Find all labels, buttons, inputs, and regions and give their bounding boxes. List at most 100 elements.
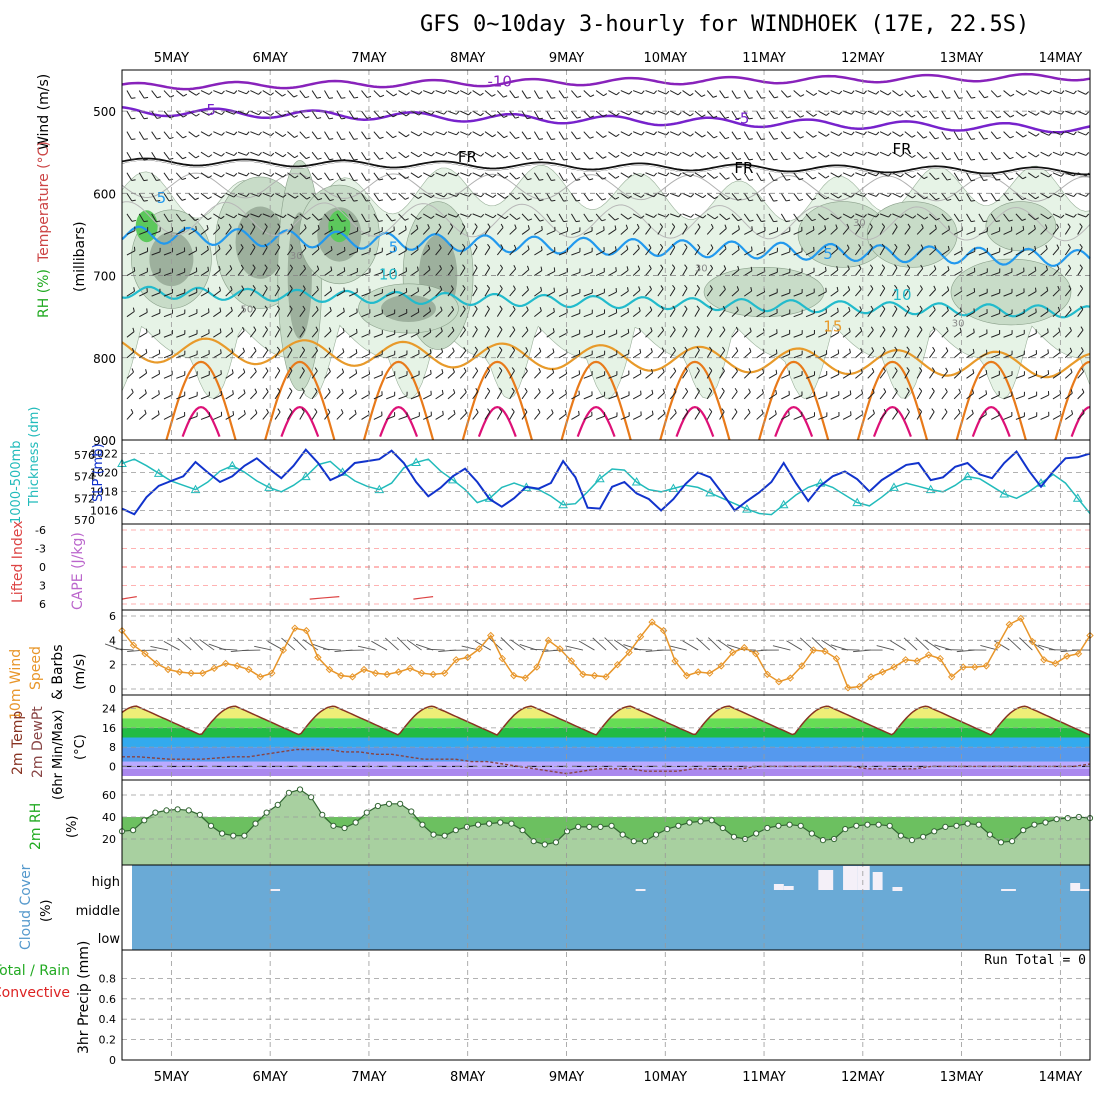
wind-barb bbox=[805, 374, 815, 379]
wind-barb bbox=[645, 247, 652, 256]
rh2m-marker bbox=[352, 819, 359, 826]
wind-barb-flag bbox=[696, 346, 700, 351]
wind-barb bbox=[250, 329, 257, 338]
wind-barb-flag bbox=[1009, 135, 1014, 139]
rh2m-marker bbox=[519, 827, 526, 834]
wind-barb bbox=[916, 349, 923, 359]
wind-barb bbox=[694, 329, 700, 338]
wind-barb bbox=[250, 392, 257, 400]
wind-barb bbox=[163, 151, 170, 160]
cloud-gap bbox=[843, 866, 858, 890]
wind-barb bbox=[608, 192, 616, 200]
wind-barb-flag bbox=[614, 217, 619, 221]
wind-barb bbox=[1052, 227, 1059, 235]
wind-barb-flag bbox=[678, 193, 682, 197]
wind-barb bbox=[867, 213, 877, 218]
wind-barb-flag bbox=[498, 387, 503, 392]
wind-barb bbox=[805, 213, 813, 221]
wind-barb bbox=[410, 270, 419, 276]
wind-barb bbox=[1015, 131, 1024, 138]
wind-barb bbox=[941, 172, 948, 181]
wind-barb-flag bbox=[526, 117, 531, 120]
wind-barb bbox=[200, 353, 210, 359]
wind-barb bbox=[892, 308, 898, 317]
wind-barb bbox=[694, 390, 700, 400]
wind-barb bbox=[632, 268, 641, 276]
wind-barb bbox=[867, 288, 874, 297]
wind-barb-flag bbox=[881, 284, 886, 289]
wind-barb-flag bbox=[863, 193, 867, 197]
wind-barb-flag bbox=[919, 305, 923, 310]
wind-barb-flag bbox=[1010, 114, 1015, 118]
wind-barb-flag bbox=[1085, 213, 1090, 218]
wind10m-marker bbox=[821, 647, 829, 655]
wind-barb bbox=[386, 415, 395, 420]
wind-barb bbox=[410, 172, 419, 179]
wind-barb-flag bbox=[208, 112, 213, 116]
wind-barb-flag bbox=[871, 367, 875, 372]
wind-barb bbox=[929, 213, 937, 221]
wind-barb-flag bbox=[315, 346, 319, 351]
wind-barb-flag bbox=[242, 326, 245, 331]
wind-barb-flag bbox=[317, 157, 322, 160]
cloud-gap bbox=[818, 870, 834, 890]
wind-barb bbox=[793, 172, 800, 181]
wind-barb bbox=[509, 329, 516, 338]
wind-barb bbox=[521, 172, 529, 181]
wind-barb-flag bbox=[512, 305, 516, 310]
wind-barb-flag bbox=[971, 138, 976, 140]
wind-barb-flag bbox=[289, 285, 293, 289]
wind-barb bbox=[1077, 350, 1084, 359]
wind-barb bbox=[953, 270, 963, 276]
wind-barb bbox=[978, 213, 984, 222]
wind-barb-flag bbox=[563, 200, 568, 202]
wind-barb bbox=[175, 110, 184, 118]
wind-barb bbox=[546, 151, 552, 161]
wind-barb bbox=[176, 333, 185, 338]
wind-barb-flag bbox=[710, 223, 714, 228]
wind-barb bbox=[719, 228, 727, 235]
rh2m-marker bbox=[296, 786, 304, 793]
wind-barb-flag bbox=[378, 199, 383, 202]
wind-barb bbox=[496, 247, 504, 256]
wind-barb-flag bbox=[301, 387, 305, 392]
wind-barb bbox=[373, 354, 383, 359]
wind-barb-flag bbox=[672, 305, 676, 310]
wind-barb bbox=[1065, 172, 1074, 177]
rh2m-marker bbox=[207, 822, 215, 829]
chart-title: GFS 0~10day 3-hourly for WINDHOEK (17E, … bbox=[420, 12, 1030, 37]
wind-barb-flag bbox=[156, 137, 161, 140]
wind10m-marker bbox=[855, 682, 864, 691]
wind-barb bbox=[1003, 292, 1013, 297]
wind-barb-flag bbox=[143, 138, 148, 140]
wind-barb bbox=[1052, 151, 1062, 157]
contour-label: 15 bbox=[823, 317, 842, 335]
wind-barb bbox=[719, 131, 726, 139]
rh2m-marker bbox=[174, 806, 181, 813]
wind-barb bbox=[336, 351, 345, 359]
wind-barb-flag bbox=[836, 266, 839, 271]
wind-barb bbox=[743, 351, 752, 359]
wind10m-marker bbox=[994, 641, 1002, 649]
wind-barb-flag bbox=[526, 265, 530, 270]
wind-barb-flag bbox=[317, 117, 322, 120]
wind-barb-flag bbox=[661, 347, 665, 352]
wind-barb bbox=[682, 151, 691, 157]
wind-barb bbox=[929, 411, 935, 420]
wind-barb bbox=[608, 270, 617, 276]
y-axis-title: 2m RH bbox=[28, 803, 44, 850]
wind-barb-flag bbox=[577, 95, 582, 98]
wind-barb-flag bbox=[289, 326, 293, 330]
wind-barb-flag bbox=[960, 307, 963, 312]
wind-barb bbox=[990, 213, 997, 222]
wind-barb bbox=[484, 226, 491, 235]
wind-barb-flag bbox=[825, 154, 830, 158]
wind-barb bbox=[126, 193, 133, 202]
wind-barb bbox=[521, 391, 528, 400]
wind-barb bbox=[645, 110, 655, 115]
wind-barb bbox=[262, 329, 268, 338]
wind10m-barb bbox=[924, 639, 941, 651]
wind-barb-flag bbox=[1061, 110, 1065, 115]
wind-barb bbox=[250, 151, 259, 156]
wind-barb bbox=[373, 271, 383, 277]
